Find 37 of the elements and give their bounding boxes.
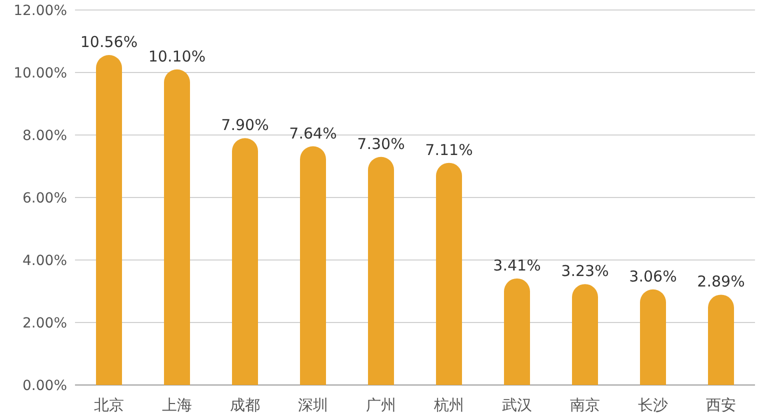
x-tick-label: 深圳 (298, 396, 328, 414)
bar (572, 284, 598, 385)
x-tick-label: 西安 (706, 396, 736, 414)
y-tick-label: 6.00% (22, 190, 67, 206)
x-tick-label: 武汉 (502, 396, 532, 414)
data-label: 7.30% (357, 134, 405, 153)
data-label: 7.90% (221, 116, 269, 134)
y-tick-label: 2.00% (22, 316, 67, 332)
bar (708, 294, 734, 385)
data-label: 10.56% (80, 33, 138, 51)
data-label: 7.11% (425, 140, 473, 159)
x-tick-label: 南京 (570, 396, 600, 414)
x-tick-label: 上海 (162, 396, 192, 414)
data-label: 7.64% (289, 124, 337, 142)
data-label: 3.06% (629, 267, 677, 286)
x-tick-label: 杭州 (433, 396, 464, 414)
x-tick-label: 广州 (366, 396, 396, 414)
x-tick-label: 长沙 (638, 396, 668, 414)
data-label: 3.23% (561, 262, 609, 280)
bar (232, 138, 258, 385)
y-tick-label: 4.00% (22, 253, 67, 269)
bar (436, 162, 462, 385)
bar (96, 55, 122, 385)
y-tick-label: 0.00% (22, 378, 67, 394)
y-tick-label: 10.00% (14, 66, 67, 82)
data-label: 2.89% (697, 272, 745, 291)
x-tick-label: 北京 (94, 396, 124, 414)
data-label: 3.41% (493, 256, 541, 274)
bar (368, 156, 394, 385)
x-tick-label: 成都 (230, 396, 260, 414)
data-label: 10.10% (148, 47, 206, 66)
bar (164, 69, 190, 385)
bar (504, 278, 530, 385)
y-tick-label: 8.00% (22, 128, 67, 144)
bar (300, 146, 326, 385)
bar (640, 289, 666, 385)
y-tick-label: 12.00% (14, 3, 67, 19)
